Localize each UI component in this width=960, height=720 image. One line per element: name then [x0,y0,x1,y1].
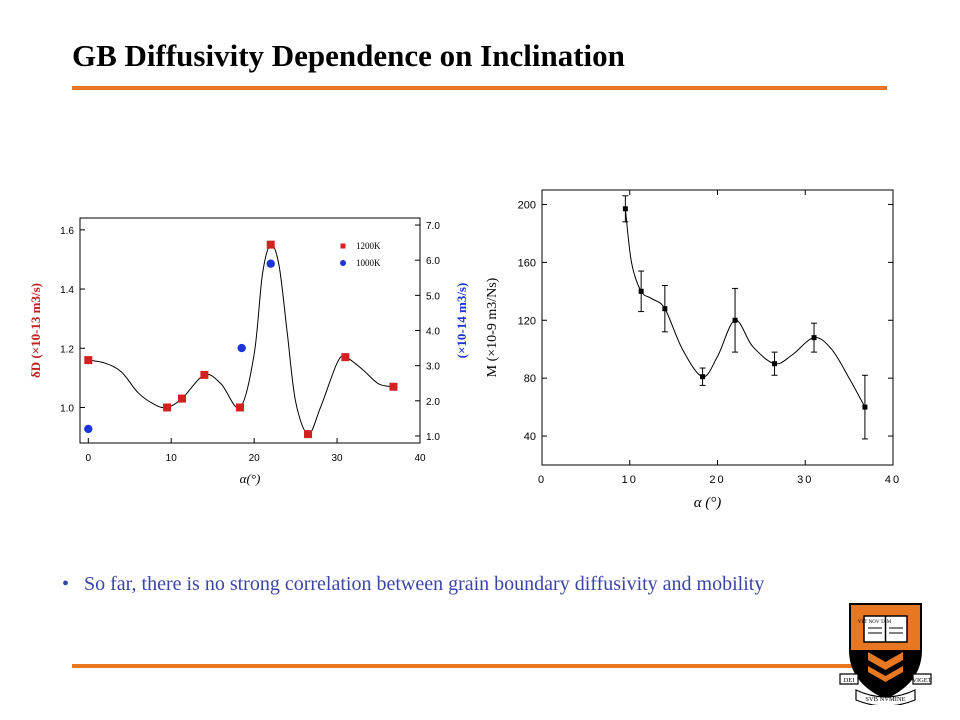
y-tick-label: 1.0 [60,403,74,414]
data-point [622,206,628,212]
y2-tick-label: 4.0 [426,327,440,338]
data-point-1000K [84,424,93,434]
data-point [811,335,817,341]
data-point [732,317,738,323]
fit-curve [88,244,394,435]
x-tick-label: 10 [166,453,178,464]
y2-tick-label: 3.0 [426,362,440,373]
x-tick-label: 40 [885,474,901,486]
data-point-1200K [236,403,245,412]
logo-text-right: VIGET [912,677,932,684]
logo-text-left: DEI [844,677,855,684]
data-point-1200K [304,430,313,439]
x-tick-label: 40 [414,453,426,464]
y-tick-label: 1.2 [60,344,74,355]
bullet-point: • So far, there is no strong correlation… [62,572,862,597]
data-point-1200K [341,353,350,362]
y2-axis-label: (×10-14 m3/s) [454,283,469,359]
logo-book-text-left: VET NOV TAM [858,620,892,625]
y2-tick-label: 2.0 [426,397,440,408]
x-tick-label: 20 [709,474,725,486]
legend-label: 1000K [356,258,381,268]
y-tick-label: 40 [524,431,536,443]
y2-tick-label: 1.0 [426,432,440,443]
x-axis-label: α(°) [240,471,261,486]
bullet-icon: • [62,573,70,595]
x-tick-label: 30 [332,453,344,464]
x-tick-label: 0 [86,453,92,464]
x-tick-label: 30 [797,474,813,486]
y2-tick-label: 5.0 [426,291,440,302]
x-tick-label: 10 [622,474,638,486]
y-tick-label: 120 [518,315,536,327]
data-point-1200K [266,240,275,249]
data-point [700,374,706,380]
y-tick-label: 200 [518,199,536,211]
legend-marker [340,243,346,249]
princeton-shield-logo: VET NOV TAM DEI VIGET SVB NVMINE [839,603,932,705]
y-axis-label: M (×10-9 m3/Ns) [485,277,500,377]
y2-tick-label: 6.0 [426,256,440,267]
bullet-text: So far, there is no strong correlation b… [84,573,765,595]
y-tick-label: 160 [518,257,536,269]
y-tick-label: 1.4 [60,285,74,296]
data-point [662,306,668,312]
data-point-1000K [237,343,246,353]
x-tick-label: 0 [538,474,546,486]
y2-tick-label: 7.0 [426,221,440,232]
data-point [862,404,868,410]
x-axis-label: α (°) [694,495,722,511]
logo-text-bottom: SVB NVMINE [865,696,905,703]
legend-marker [340,260,346,266]
fit-curve [624,208,866,408]
data-point-1200K [163,403,172,412]
footer-rule [72,664,852,668]
data-point-1200K [200,370,209,379]
data-point-1000K [266,259,275,268]
data-point-1200K [389,382,398,391]
data-point [638,288,644,294]
y-tick-label: 80 [524,373,536,385]
data-point-1200K [178,394,186,403]
data-point-1200K [84,356,93,365]
data-point [772,361,778,367]
y-tick-label: 1.6 [60,226,74,237]
legend-label: 1200K [356,241,381,251]
slide-title: GB Diffusivity Dependence on Inclination [72,38,625,73]
y-axis-label: δD (×10-13 m3/s) [28,283,43,378]
plot-frame [541,189,894,466]
title-underline [72,86,887,90]
x-tick-label: 20 [249,453,261,464]
